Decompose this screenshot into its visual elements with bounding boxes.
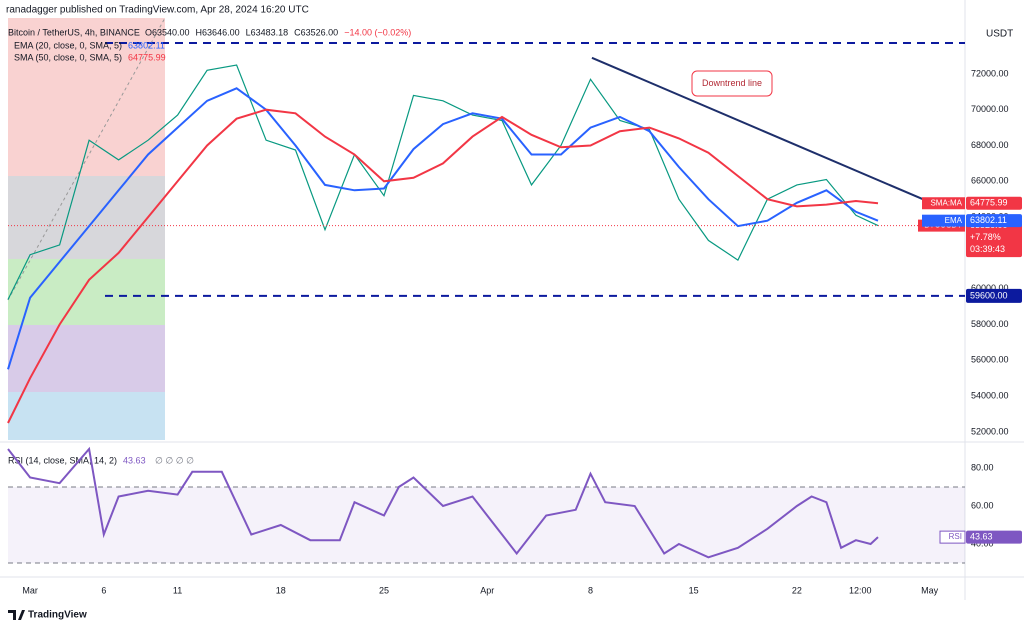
price-tag [966, 196, 1022, 210]
x-tick-label: 12:00 [849, 585, 872, 595]
legend-value: 43.63 [123, 455, 146, 465]
price-tag [966, 530, 1022, 544]
series-line [7, 108, 879, 424]
annotation-box [691, 70, 773, 97]
y-tick-label: 60000.00 [971, 283, 1009, 293]
tag-name-bg [939, 530, 966, 544]
position-tool [7, 17, 166, 440]
y-tick-label: 54000.00 [971, 391, 1009, 401]
price-tag-label: 64775.99 [970, 198, 1008, 208]
tag-name-bg [922, 197, 965, 210]
ohlc-value: C63526.00 [294, 27, 338, 37]
rsi-band [8, 487, 965, 564]
x-tick-label: 25 [379, 585, 389, 595]
price-tag [966, 214, 1022, 228]
target-zone-2 [8, 325, 165, 392]
logo-mark [8, 610, 25, 620]
y-tick-label: 70000.00 [971, 104, 1009, 114]
trendline [591, 56, 936, 206]
price-tag-label: 43.63 [970, 531, 993, 541]
footer: TradingView [28, 610, 87, 621]
logo: TradingView [8, 610, 87, 621]
x-tick-label: 8 [588, 585, 593, 595]
y-tick-label: 52000.00 [971, 426, 1009, 436]
x-tick-label: 15 [689, 585, 699, 595]
ohlc-value: O63540.00 [145, 27, 190, 37]
tag-name: EMA [945, 216, 963, 225]
series-line [7, 87, 879, 370]
y-tick-label: 56000.00 [971, 355, 1009, 365]
series-line [7, 64, 879, 300]
x-tick-label: Mar [22, 585, 38, 595]
price-tag-label: 63802.11 [970, 215, 1007, 225]
legend-name: SMA (50, close, 0, SMA, 5) [14, 52, 122, 62]
y-tick-label: 72000.00 [971, 68, 1009, 78]
target-zone-3 [8, 392, 165, 440]
countdown: 03:39:43 [970, 244, 1005, 254]
y-tick-label: 80.00 [971, 462, 994, 472]
tag-name: SMA:MA [930, 198, 962, 207]
chart-title: Bitcoin / TetherUS, 4h, BINANCE [8, 27, 140, 37]
price-change: +7.78% [970, 232, 1001, 242]
x-tick-label: May [921, 585, 939, 595]
tag-name-bg [922, 214, 965, 227]
legend-value: 63802.11 [128, 40, 165, 50]
y-tick-label: 60.00 [971, 500, 994, 510]
x-tick-label: 11 [173, 585, 182, 595]
x-tick-label: Apr [480, 585, 494, 595]
legend-value: 64775.99 [128, 52, 166, 62]
legend-extra: ∅ ∅ ∅ ∅ [155, 455, 194, 465]
ohlc-value: L63483.18 [246, 27, 289, 37]
legend-name: EMA (20, close, 0, SMA, 5) [14, 40, 122, 50]
publisher: ranadagger published on TradingView.com,… [6, 5, 309, 16]
y-tick-label: 66000.00 [971, 176, 1009, 186]
ohlc-value: −14.00 (−0.02%) [344, 27, 411, 37]
ohlc-value: H63646.00 [196, 27, 240, 37]
level-label: 59600.00 [970, 290, 1008, 300]
target-zone [8, 259, 165, 325]
rsi-legend: RSI (14, close, SMA, 14, 2) [8, 455, 117, 465]
y-tick-label: 58000.00 [971, 319, 1009, 329]
x-tick-label: 22 [792, 585, 802, 595]
tag-name: RSI [949, 532, 962, 541]
level-tag [966, 288, 1022, 303]
y-tick-label: 68000.00 [971, 140, 1009, 150]
entry-zone [8, 176, 165, 259]
price-tag [966, 219, 1022, 258]
currency: USDT [986, 29, 1013, 40]
series-line [7, 446, 879, 559]
annotation: Downtrend line [702, 78, 762, 88]
x-tick-label: 6 [101, 585, 106, 595]
x-tick-label: 18 [276, 585, 286, 595]
